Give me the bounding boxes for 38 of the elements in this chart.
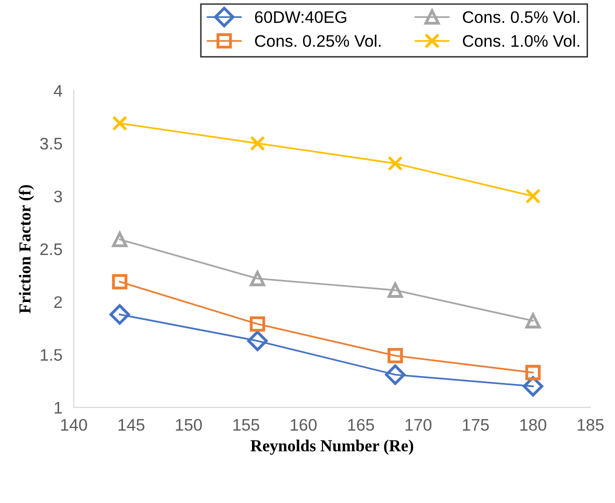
y-axis-title: Friction Factor (f) <box>18 185 34 314</box>
legend-label: 60DW:40EG <box>255 11 346 24</box>
x-tick-label: 150 <box>176 418 202 431</box>
point <box>250 136 266 151</box>
point <box>112 232 128 248</box>
x-tick-label: 180 <box>520 418 546 431</box>
y-tick-label: 1.5 <box>40 349 62 361</box>
x-axis-title: Reynolds Number (Re) <box>250 440 414 455</box>
x-tick-label: 185 <box>578 418 604 431</box>
x-tick-label: 155 <box>233 419 260 431</box>
x-tick-label: 160 <box>290 418 317 431</box>
point <box>250 316 266 332</box>
legend-label: Cons. 0.25% Vol. <box>255 34 381 47</box>
point <box>388 348 403 364</box>
legend-label: Cons. 1.0% Vol. <box>462 34 580 47</box>
y-tick-label: 4 <box>54 85 62 97</box>
x-tick-label: 140 <box>61 418 88 431</box>
point <box>525 364 541 380</box>
y-tick-label: 3.5 <box>40 138 62 150</box>
point <box>525 188 541 204</box>
point <box>525 313 541 328</box>
legend-label: Cons. 0.5% Vol. <box>462 10 580 24</box>
x-tick-label: 170 <box>406 418 432 431</box>
point <box>388 156 403 172</box>
point <box>388 282 403 298</box>
point <box>109 304 130 325</box>
y-tick-label: 2 <box>54 296 62 308</box>
point <box>250 270 266 286</box>
point <box>112 116 128 131</box>
x-tick-label: 175 <box>462 419 489 431</box>
y-tick-label: 3 <box>54 190 62 202</box>
x-tick-label: 145 <box>118 419 144 431</box>
point <box>112 274 128 290</box>
y-tick-label: 1 <box>54 402 62 414</box>
x-tick-label: 165 <box>348 418 374 431</box>
point <box>247 330 268 352</box>
point <box>385 364 406 385</box>
y-tick-label: 2.5 <box>40 243 62 256</box>
